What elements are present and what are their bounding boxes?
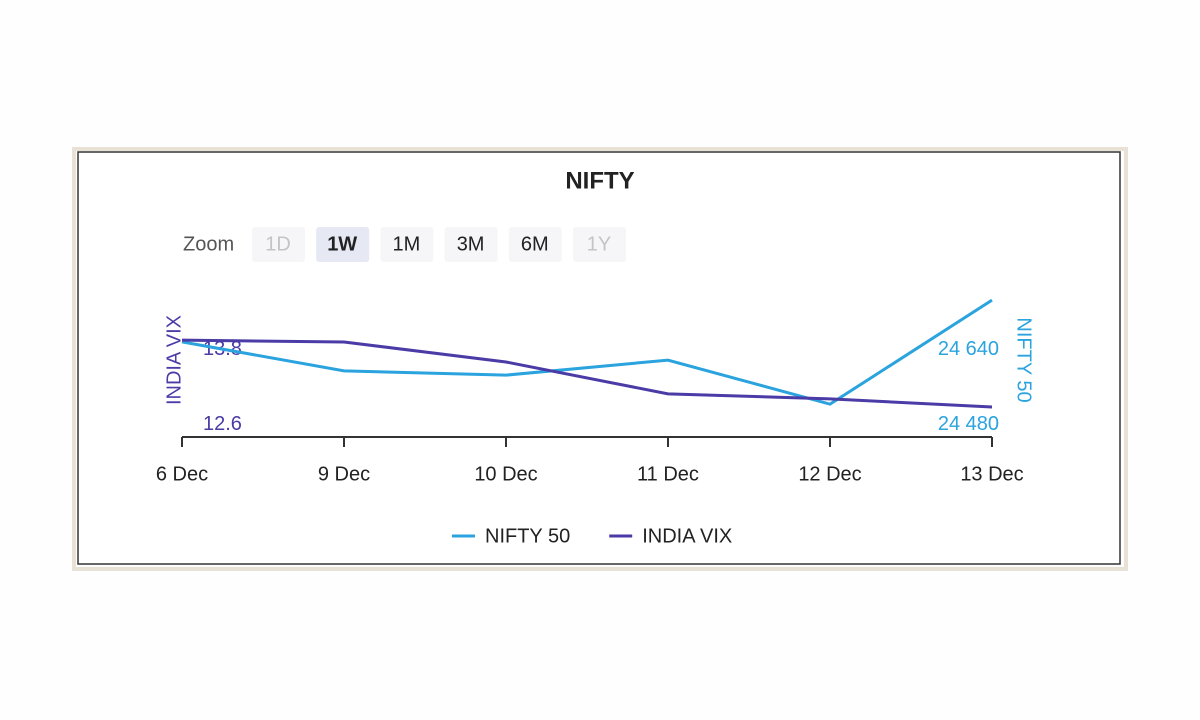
zoom-label: Zoom <box>183 233 234 255</box>
zoom-button[interactable] <box>380 227 434 262</box>
x-tick-label: 6 Dec <box>156 463 208 485</box>
x-tick-label: 11 Dec <box>637 463 699 485</box>
x-tick-label: 13 Dec <box>960 463 1023 485</box>
zoom-button <box>573 227 626 262</box>
legend-label[interactable]: INDIA VIX <box>642 525 732 547</box>
zoom-button-label[interactable]: 1W <box>327 233 357 255</box>
zoom-button[interactable] <box>508 227 562 262</box>
zoom-button-label[interactable]: 6M <box>521 233 549 255</box>
zoom-button-label[interactable]: 1M <box>393 233 421 255</box>
y2-tick-label: 24 480 <box>938 413 999 435</box>
zoom-button-label: 1D <box>265 233 291 255</box>
zoom-button[interactable] <box>316 227 370 262</box>
x-tick-label: 12 Dec <box>798 463 861 485</box>
zoom-button-label[interactable]: 3M <box>457 233 485 255</box>
zoom-button[interactable] <box>444 227 498 262</box>
chart-frame <box>77 151 1121 565</box>
zoom-button <box>252 227 305 262</box>
y2-tick-label: 24 640 <box>938 338 999 360</box>
legend-label[interactable]: NIFTY 50 <box>485 525 570 547</box>
y2-axis-title: NIFTY 50 <box>1013 317 1035 402</box>
y-tick-label: 12.6 <box>203 413 242 435</box>
chart-title: NIFTY <box>565 167 634 194</box>
x-tick-label: 9 Dec <box>318 463 370 485</box>
series-line <box>181 338 993 409</box>
y-axis-title: INDIA VIX <box>163 315 185 405</box>
series-line <box>181 298 993 406</box>
outer-frame <box>72 147 1128 571</box>
x-tick-label: 10 Dec <box>474 463 537 485</box>
zoom-button-label: 1Y <box>587 233 611 255</box>
